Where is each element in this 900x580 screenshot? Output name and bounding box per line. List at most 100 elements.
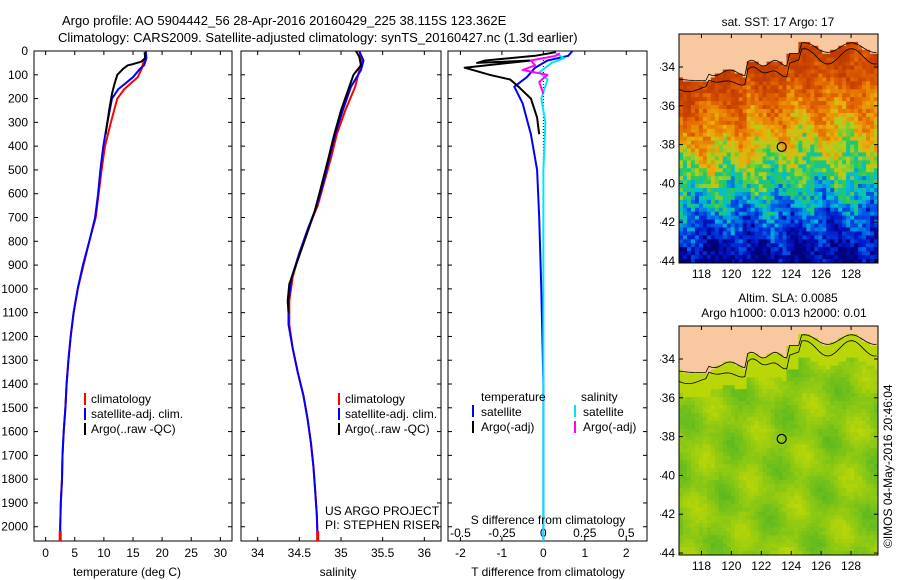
salinity-xlabel: salinity bbox=[320, 565, 357, 579]
x-tick-label: 35.5 bbox=[371, 546, 395, 560]
depth-tick-label: 200 bbox=[8, 92, 28, 106]
x-tick-top-label: 0.5 bbox=[618, 526, 635, 540]
lon-tick-label: 118 bbox=[692, 267, 711, 281]
coastline bbox=[678, 42, 877, 81]
axes-box bbox=[447, 50, 648, 542]
x-tick-label: 30 bbox=[214, 546, 228, 560]
lat-tick-label: -34 bbox=[660, 60, 675, 74]
x-tick-label: 20 bbox=[155, 546, 169, 560]
lat-tick-label: -34 bbox=[660, 352, 675, 366]
climatology-line bbox=[59, 50, 147, 541]
imos-credit: ©IMOS 04-May-2016 20:46:04 bbox=[881, 384, 895, 548]
x-tick-top-label: 0.25 bbox=[573, 526, 597, 540]
depth-tick-label: 800 bbox=[8, 234, 28, 248]
lat-tick-label: -36 bbox=[660, 99, 675, 113]
lon-tick-label: 124 bbox=[781, 267, 801, 281]
lon-tick-label: 124 bbox=[781, 559, 801, 573]
temperature-panel: 0100200300400500600700800900100011001200… bbox=[1, 44, 233, 560]
project-label: US ARGO PROJECT bbox=[325, 504, 440, 518]
depth-tick-label: 1400 bbox=[1, 377, 28, 391]
maps: sat. SST: 17 Argo: 17 -34 -36 -38 -40 -42 -44… bbox=[660, 15, 895, 573]
legend-argo: Argo(..raw -QC) bbox=[91, 422, 176, 436]
salinity-legend: climatology satellite-adj. clim. Argo(..… bbox=[338, 392, 437, 436]
lon-tick-label: 122 bbox=[751, 559, 771, 573]
depth-tick-label: 700 bbox=[8, 211, 28, 225]
depth-tick-label: 100 bbox=[8, 68, 28, 82]
map-frame bbox=[678, 33, 879, 264]
pi-label: PI: STEPHEN RISER bbox=[325, 518, 440, 532]
x-tick-label: 5 bbox=[71, 546, 78, 560]
legend-title-temperature: temperature bbox=[481, 390, 546, 404]
depth-contour bbox=[678, 340, 877, 385]
x-tick-label: 1 bbox=[581, 546, 588, 560]
difference-legend: temperature salinity satellite Argo(-adj… bbox=[472, 390, 636, 434]
depth-tick-label: 1900 bbox=[1, 496, 28, 510]
x-tick-label: 34.5 bbox=[288, 546, 312, 560]
x-tick-label: 15 bbox=[126, 546, 140, 560]
sst-map-title: sat. SST: 17 Argo: 17 bbox=[722, 15, 835, 29]
x-tick-label: 36 bbox=[418, 546, 432, 560]
depth-tick-label: 1200 bbox=[1, 329, 28, 343]
sla-map-title2: Argo h1000: 0.013 h2000: 0.01 bbox=[701, 306, 867, 320]
x-tick-label: -1 bbox=[497, 546, 508, 560]
depth-tick-label: 900 bbox=[8, 258, 28, 272]
depth-tick-label: 1100 bbox=[2, 306, 28, 320]
legend-climatology: climatology bbox=[91, 392, 151, 406]
lat-tick-label: -36 bbox=[660, 391, 675, 405]
difference-xlabel-top: S difference from climatology bbox=[471, 513, 626, 527]
x-tick-label: 0 bbox=[540, 546, 547, 560]
temperature-xlabel: temperature (deg C) bbox=[73, 565, 181, 579]
salinity-argo-adj-line bbox=[521, 52, 561, 95]
axes-box bbox=[33, 50, 233, 542]
temperature-satellite-line bbox=[513, 50, 574, 541]
temperature-legend: climatology satellite-adj. clim. Argo(..… bbox=[84, 392, 183, 436]
legend-satellite-adj: satellite-adj. clim. bbox=[345, 407, 437, 421]
legend-climatology: climatology bbox=[345, 392, 405, 406]
argo-raw-qc-line bbox=[104, 52, 147, 135]
depth-tick-label: 1000 bbox=[1, 282, 28, 296]
map-frame bbox=[678, 325, 879, 556]
profile-charts: 0100200300400500600700800900100011001200… bbox=[1, 44, 648, 579]
lat-tick-label: -42 bbox=[660, 215, 675, 229]
lat-tick-label: -40 bbox=[660, 468, 675, 482]
legend-title-salinity: salinity bbox=[581, 390, 618, 404]
depth-tick-label: 400 bbox=[8, 139, 28, 153]
lon-tick-label: 126 bbox=[811, 559, 831, 573]
temperature-argo-adj-line bbox=[463, 51, 556, 135]
x-tick-label: 34 bbox=[251, 546, 265, 560]
depth-tick-label: 1600 bbox=[1, 425, 28, 439]
legend-argo: Argo(..raw -QC) bbox=[345, 422, 430, 436]
lon-tick-label: 128 bbox=[841, 559, 861, 573]
x-tick-label: -2 bbox=[455, 546, 466, 560]
legend-salinity-argo: Argo(-adj) bbox=[583, 420, 636, 434]
depth-contour bbox=[678, 48, 877, 93]
satellite-adj-clim-line bbox=[287, 50, 365, 542]
depth-tick-label: 1300 bbox=[1, 353, 28, 367]
argo-position-marker bbox=[776, 433, 787, 444]
sst-map: -34 -36 -38 -40 -42 -44 118 120 122 124 126 128 bbox=[660, 33, 879, 281]
lon-tick-label: 120 bbox=[721, 267, 741, 281]
depth-tick-label: 0 bbox=[21, 44, 28, 58]
legend-temperature-satellite: satellite bbox=[481, 405, 522, 419]
x-tick-label: 35 bbox=[334, 546, 348, 560]
depth-tick-label: 1700 bbox=[1, 448, 28, 462]
depth-tick-label: 1800 bbox=[1, 472, 28, 486]
lat-tick-label: -44 bbox=[660, 546, 675, 560]
salinity-panel: 34 34.5 35 35.5 36 bbox=[240, 50, 442, 560]
depth-tick-label: 1500 bbox=[1, 401, 28, 415]
satellite-adj-clim-line bbox=[59, 50, 148, 541]
lon-tick-label: 128 bbox=[841, 267, 861, 281]
x-tick-label: 10 bbox=[97, 546, 111, 560]
x-tick-top-label: -0.5 bbox=[450, 526, 471, 540]
argo-raw-qc-line bbox=[286, 50, 362, 313]
lon-tick-label: 118 bbox=[692, 559, 711, 573]
lat-tick-label: -42 bbox=[660, 507, 675, 521]
argo-position-marker bbox=[776, 141, 787, 152]
climatology-line bbox=[288, 50, 363, 542]
lon-tick-label: 120 bbox=[721, 559, 741, 573]
legend-temperature-argo: Argo(-adj) bbox=[481, 420, 534, 434]
lat-tick-label: -44 bbox=[660, 254, 675, 268]
difference-panel: -2 -1 0 1 2-0.5 -0.25 0 0.25 0.5 bbox=[447, 50, 648, 560]
coastline bbox=[678, 334, 877, 374]
salinity-satellite-line bbox=[538, 52, 566, 541]
